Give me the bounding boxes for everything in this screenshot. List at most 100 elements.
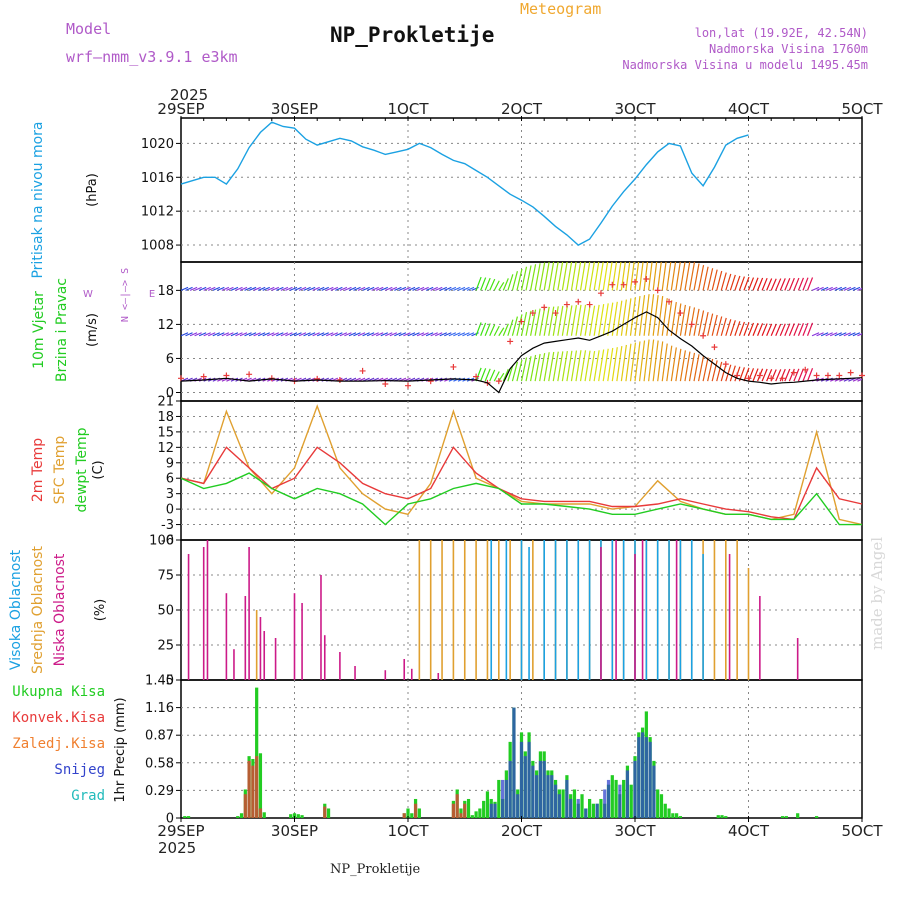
wind-arrow [843, 332, 852, 337]
y-tick-label: 0.29 [145, 784, 174, 799]
wind-arrow [466, 332, 475, 337]
y-tick-label: 100 [149, 534, 174, 549]
y-tick-label: 0 [166, 812, 174, 827]
gust-marker [836, 372, 843, 379]
pressure-axis-title: Pritisak na nivou mora [30, 121, 46, 278]
bottom-axis-label: 29SEP [157, 822, 204, 840]
wind-arrow [375, 286, 384, 291]
wind-arrow [185, 332, 193, 337]
wind-arrow [720, 272, 727, 291]
wind-arrow [257, 286, 266, 291]
precip-bar-snijeg [565, 779, 569, 818]
wind-arrow [271, 332, 280, 337]
precip-bar-ukupnakisa [591, 803, 595, 818]
wind-arrow [525, 310, 532, 336]
wind-arrow [784, 323, 791, 336]
wind-arrow [257, 332, 266, 337]
wind-arrow [403, 332, 411, 337]
wind-arrow [697, 265, 705, 291]
precip-bar-snijeg [542, 760, 546, 818]
precip-bar-snijeg [652, 765, 656, 818]
wind-arrow [561, 305, 568, 336]
wind-arrow [852, 377, 861, 382]
y-tick-label: 21 [157, 395, 174, 410]
wind-arrow [194, 286, 202, 291]
wind-arrow [693, 263, 700, 291]
gust-marker [813, 372, 820, 379]
precip-bar-snijeg [553, 784, 558, 818]
wind-arrow [725, 364, 732, 382]
wind-arrow [625, 343, 632, 382]
gust-marker [734, 372, 741, 379]
wind-arrow [548, 306, 555, 336]
wind-arrow [189, 286, 198, 291]
wind-axis-title-1: 10m Vjetar [31, 291, 47, 369]
precip-bar-snijeg [576, 798, 580, 818]
wind-arrow [181, 332, 189, 337]
wind-arrow [775, 323, 782, 336]
wind-arrow [425, 286, 434, 291]
gust-marker [824, 372, 831, 379]
wind-arrow [625, 262, 631, 291]
precip-bar-konvekkisa [413, 803, 418, 818]
wind-arrow [484, 368, 491, 382]
precip-bar-ukupnakisa [326, 808, 331, 818]
model-altitude-label: Nadmorska Visina u modelu 1495.45m [622, 58, 868, 72]
wind-arrow [557, 351, 564, 382]
wind-arrow [702, 357, 709, 382]
gust-marker [405, 382, 411, 389]
precip-bar-ukupnakisa [716, 815, 720, 818]
wind-arrow [729, 320, 736, 336]
wind-arrow [194, 332, 202, 337]
wind-arrow [652, 340, 659, 382]
wind-arrow [448, 332, 457, 337]
gust-marker [700, 332, 707, 339]
y-tick-label: -6 [161, 534, 174, 549]
gust-marker [756, 372, 763, 379]
wind-arrow [657, 296, 664, 336]
wind-arrow [348, 286, 357, 291]
wind-arrow [267, 286, 275, 291]
wind-arrow [638, 340, 646, 382]
precip-bar-ukupnakisa [470, 815, 474, 818]
model-name: wrf—nmm_v3.9.1 e3km [66, 48, 238, 66]
wind-arrow [394, 332, 402, 337]
wind-arrow [738, 321, 745, 336]
temp-2m-line [180, 446, 863, 521]
wind-arrow [398, 332, 407, 337]
wind-arrow [570, 350, 578, 382]
wind-arrow [248, 332, 257, 337]
wind-arrow [557, 305, 564, 336]
wind-arrow [570, 262, 577, 291]
precip-bar-ukupnakisa [239, 813, 244, 818]
wind-arrow [412, 332, 420, 337]
wind-arrow [575, 350, 582, 382]
precip-bar-ukupnakisa [572, 789, 577, 818]
top-axis-label: 29SEP [157, 100, 204, 118]
gust-marker [768, 375, 775, 382]
wind-arrow [321, 332, 329, 337]
wind-arrow [670, 347, 677, 382]
wind-arrow [520, 266, 528, 291]
precip-bar-snijeg [633, 760, 637, 818]
wind-arrow [511, 316, 519, 336]
wind-arrow [448, 286, 457, 291]
y-tick-label: 0.58 [145, 756, 174, 771]
wind-arrow [239, 332, 248, 337]
precip-bar-ukupnakisa [183, 816, 187, 818]
precip-bar-ukupnakisa [784, 816, 788, 818]
coords-label: lon,lat (19.92E, 42.54N) [694, 26, 868, 40]
wind-arrow [675, 303, 682, 336]
precip-bar-ukupnakisa [186, 816, 191, 818]
wind-arrow [857, 333, 862, 337]
precip-bar-ukupnakisa [485, 791, 490, 818]
wind-arrow [371, 332, 379, 337]
wind-arrow [312, 332, 320, 337]
wind-arrow [475, 367, 482, 382]
gust-marker [802, 366, 809, 373]
top-axis-label: 30SEP [271, 100, 318, 118]
y-tick-label: 0 [166, 386, 174, 401]
gust-marker [654, 287, 661, 294]
y-tick-label: 1016 [141, 171, 174, 186]
